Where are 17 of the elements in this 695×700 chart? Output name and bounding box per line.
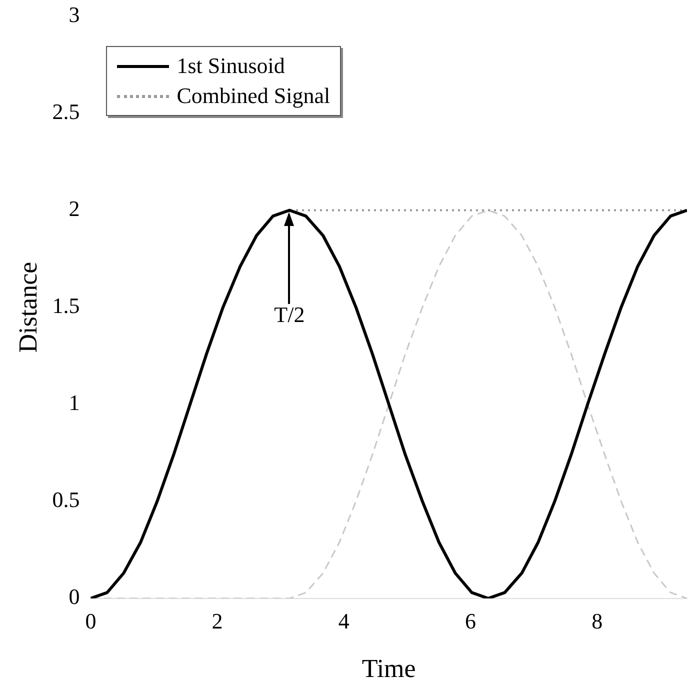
y-tick-label: 0: [68, 584, 80, 610]
y-tick-label: 1: [68, 390, 80, 416]
y-tick-label: 2: [68, 196, 80, 222]
annotation: T/2: [274, 302, 305, 328]
y-tick-label: 1.5: [52, 293, 80, 318]
x-axis-title: Time: [362, 654, 416, 684]
y-tick-label: 2.5: [52, 99, 80, 124]
y-tick-label: 0.5: [52, 487, 80, 512]
y-tick-label: 3: [68, 2, 80, 27]
y-axis-title: Distance: [13, 262, 42, 353]
x-tick-label: 8: [592, 608, 603, 634]
legend-label: Combined Signal: [176, 83, 330, 110]
x-tick-label: 4: [338, 608, 350, 634]
x-tick-label: 6: [465, 608, 476, 634]
x-tick-label: 0: [85, 608, 96, 634]
x-tick-label: 2: [212, 608, 223, 634]
legend-label: 1st Sinusoid: [176, 53, 285, 80]
